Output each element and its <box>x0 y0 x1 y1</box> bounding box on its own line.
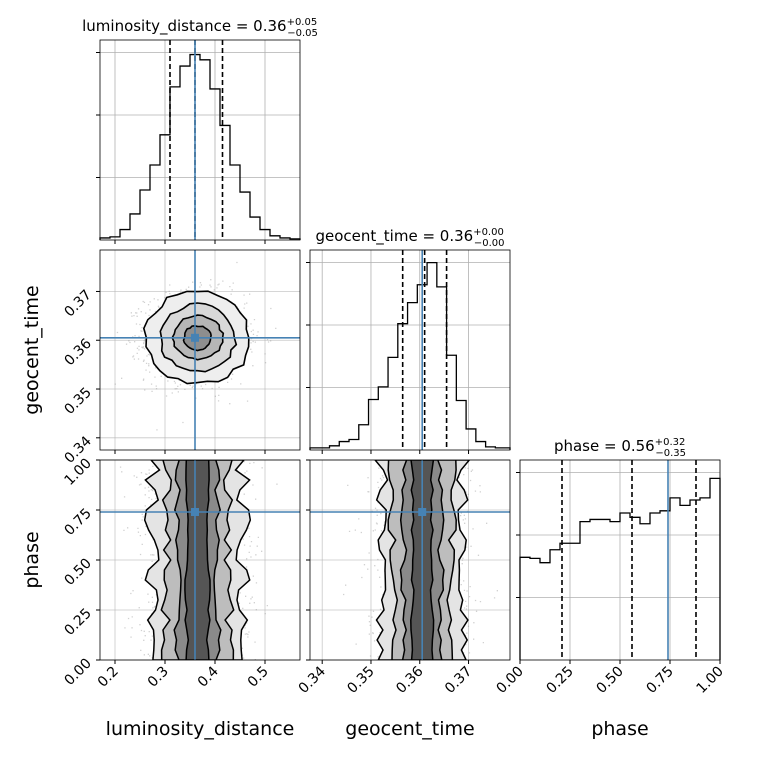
panel-title-errors-phase: +0.32 −0.35 <box>655 437 686 459</box>
x-tick-label-luminosity_distance-0: 0.2 <box>95 664 122 691</box>
panel-frame-luminosity_distance <box>99 39 301 241</box>
x-tick-label-geocent_time-3: 0.37 <box>442 664 475 697</box>
panel-title-luminosity_distance: luminosity_distance = 0.36+0.05 −0.05 <box>82 17 318 39</box>
x-axis-label-phase: phase <box>591 718 648 740</box>
panel-title-geocent_time: geocent_time = 0.36+0.00 −0.00 <box>316 227 505 249</box>
x-tick-label-phase-0: 0.00 <box>493 664 526 697</box>
histogram-luminosity_distance <box>99 53 301 240</box>
y-tick-label-geocent_time-2: 0.36 <box>61 336 94 369</box>
x-tick-label-luminosity_distance-2: 0.4 <box>195 663 222 690</box>
y-tick-label-geocent_time-3: 0.37 <box>61 287 94 320</box>
density-bands-d2 <box>143 460 252 660</box>
histogram-geocent_time <box>309 261 511 450</box>
x-tick-label-phase-4: 1.00 <box>693 664 726 697</box>
x-axis-label-luminosity_distance: luminosity_distance <box>106 718 295 740</box>
panel-title-phase: phase = 0.56+0.32 −0.35 <box>554 437 686 459</box>
panel-title-minus-phase: −0.35 <box>655 448 686 459</box>
x-tick-label-phase-1: 0.25 <box>543 664 576 697</box>
x-tick-label-phase-2: 0.50 <box>593 664 626 697</box>
histogram-phase <box>519 477 721 660</box>
panel-frame-geocent_time <box>309 249 511 451</box>
x-tick-label-geocent_time-2: 0.36 <box>393 663 426 696</box>
panel-title-errors-geocent_time: +0.00 −0.00 <box>473 227 504 249</box>
panel-title-plus-phase: +0.32 <box>655 437 686 448</box>
panel-title-plus-luminosity_distance: +0.05 <box>287 17 318 28</box>
y-tick-label-phase-2: 0.50 <box>61 556 94 589</box>
y-tick-label-phase-0: 0.00 <box>61 656 94 689</box>
panel-frame-d1 <box>99 249 301 451</box>
x-tick-label-geocent_time-0: 0.34 <box>296 663 329 696</box>
x-tick-label-luminosity_distance-3: 0.5 <box>245 664 272 691</box>
truth-marker-d2 <box>191 508 199 516</box>
panel-title-minus-geocent_time: −0.00 <box>474 238 505 249</box>
panel-title-minus-luminosity_distance: −0.05 <box>287 28 318 39</box>
panel-title-plus-geocent_time: +0.00 <box>473 227 504 238</box>
panel-title-errors-luminosity_distance: +0.05 −0.05 <box>287 17 318 39</box>
x-tick-label-phase-3: 0.75 <box>643 664 676 697</box>
x-tick-label-geocent_time-1: 0.35 <box>344 664 377 697</box>
y-tick-label-phase-3: 0.75 <box>61 506 94 539</box>
y-tick-label-phase-1: 0.25 <box>61 606 94 639</box>
truth-marker-d3 <box>418 508 427 516</box>
y-axis-label-phase: phase <box>21 531 43 588</box>
band-d2-3 <box>184 460 211 660</box>
x-tick-label-luminosity_distance-1: 0.3 <box>145 664 172 691</box>
panel-title-main-geocent_time: geocent_time = 0.36 <box>316 227 474 246</box>
panel-title-main-phase: phase = 0.56 <box>554 437 655 455</box>
y-tick-label-geocent_time-1: 0.35 <box>61 385 94 418</box>
panel-title-main-luminosity_distance: luminosity_distance = 0.36 <box>82 17 286 36</box>
x-axis-label-geocent_time: geocent_time <box>345 718 474 740</box>
truth-marker-d1 <box>191 333 199 342</box>
y-axis-label-geocent_time: geocent_time <box>21 285 43 414</box>
